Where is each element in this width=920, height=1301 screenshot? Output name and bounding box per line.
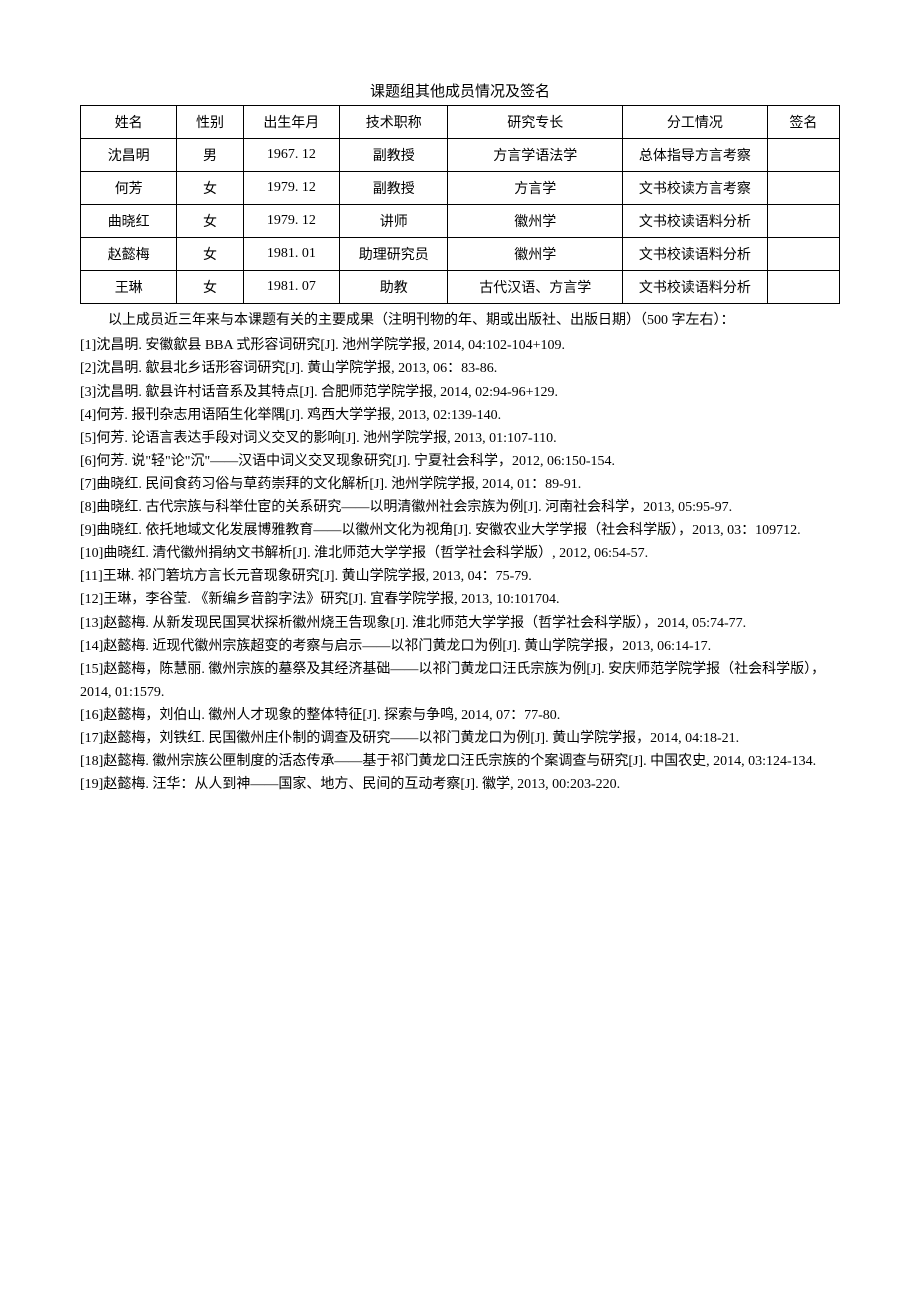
intro-text: 以上成员近三年来与本课题有关的主要成果（注明刊物的年、期或出版社、出版日期）（5… [80,310,840,332]
reference-item: [14]赵懿梅. 近现代徽州宗族超变的考察与启示——以祁门黄龙口为例[J]. 黄… [80,635,840,658]
table-cell: 副教授 [340,172,448,205]
table-row: 王琳女1981. 07助教古代汉语、方言学文书校读语料分析 [81,271,840,304]
reference-item: [18]赵懿梅. 徽州宗族公匣制度的活态传承——基于祁门黄龙口汪氏宗族的个案调查… [80,750,840,773]
table-cell: 助理研究员 [340,238,448,271]
reference-item: [4]何芳. 报刊杂志用语陌生化举隅[J]. 鸡西大学学报, 2013, 02:… [80,404,840,427]
table-cell: 女 [177,271,243,304]
table-cell: 总体指导方言考察 [623,139,768,172]
reference-item: [13]赵懿梅. 从新发现民国冥状探析徽州烧王告现象[J]. 淮北师范大学学报（… [80,612,840,635]
reference-item: [11]王琳. 祁门箬坑方言长元音现象研究[J]. 黄山学院学报, 2013, … [80,565,840,588]
table-cell [767,205,839,238]
header-name: 姓名 [81,106,177,139]
header-signature: 签名 [767,106,839,139]
table-cell: 1981. 01 [243,238,339,271]
table-cell: 徽州学 [448,205,623,238]
table-cell: 曲晓红 [81,205,177,238]
reference-item: [15]赵懿梅，陈慧丽. 徽州宗族的墓祭及其经济基础——以祁门黄龙口汪氏宗族为例… [80,658,840,704]
reference-item: [19]赵懿梅. 汪华：从人到神——国家、地方、民间的互动考察[J]. 徽学, … [80,773,840,796]
table-cell [767,172,839,205]
table-cell: 赵懿梅 [81,238,177,271]
reference-item: [10]曲晓红. 清代徽州捐纳文书解析[J]. 淮北师范大学学报（哲学社会科学版… [80,542,840,565]
table-header-row: 姓名 性别 出生年月 技术职称 研究专长 分工情况 签名 [81,106,840,139]
table-row: 沈昌明男1967. 12副教授方言学语法学总体指导方言考察 [81,139,840,172]
table-cell: 1979. 12 [243,205,339,238]
table-cell: 沈昌明 [81,139,177,172]
references-list: [1]沈昌明. 安徽歙县 BBA 式形容词研究[J]. 池州学院学报, 2014… [80,334,840,796]
table-cell [767,238,839,271]
table-cell: 讲师 [340,205,448,238]
reference-item: [17]赵懿梅，刘铁红. 民国徽州庄仆制的调查及研究——以祁门黄龙口为例[J].… [80,727,840,750]
page-title: 课题组其他成员情况及签名 [80,80,840,101]
reference-item: [7]曲晓红. 民间食药习俗与草药崇拜的文化解析[J]. 池州学院学报, 201… [80,473,840,496]
table-cell [767,271,839,304]
reference-item: [2]沈昌明. 歙县北乡话形容词研究[J]. 黄山学院学报, 2013, 06：… [80,357,840,380]
table-cell: 男 [177,139,243,172]
table-cell: 女 [177,205,243,238]
table-cell: 助教 [340,271,448,304]
table-cell: 女 [177,172,243,205]
table-cell: 1981. 07 [243,271,339,304]
table-row: 曲晓红女1979. 12讲师徽州学文书校读语料分析 [81,205,840,238]
reference-item: [9]曲晓红. 依托地域文化发展博雅教育——以徽州文化为视角[J]. 安徽农业大… [80,519,840,542]
header-title: 技术职称 [340,106,448,139]
reference-item: [12]王琳，李谷莹. 《新编乡音韵字法》研究[J]. 宜春学院学报, 2013… [80,588,840,611]
table-cell: 何芳 [81,172,177,205]
table-cell: 女 [177,238,243,271]
table-cell: 王琳 [81,271,177,304]
table-cell: 1967. 12 [243,139,339,172]
table-cell: 1979. 12 [243,172,339,205]
header-specialty: 研究专长 [448,106,623,139]
members-table: 姓名 性别 出生年月 技术职称 研究专长 分工情况 签名 沈昌明男1967. 1… [80,105,840,304]
table-cell: 徽州学 [448,238,623,271]
reference-item: [6]何芳. 说"轻"论"沉"——汉语中词义交叉现象研究[J]. 宁夏社会科学，… [80,450,840,473]
table-row: 赵懿梅女1981. 01助理研究员徽州学文书校读语料分析 [81,238,840,271]
table-cell: 文书校读方言考察 [623,172,768,205]
table-cell: 方言学 [448,172,623,205]
table-cell [767,139,839,172]
table-cell: 文书校读语料分析 [623,205,768,238]
reference-item: [16]赵懿梅，刘伯山. 徽州人才现象的整体特征[J]. 探索与争鸣, 2014… [80,704,840,727]
table-cell: 副教授 [340,139,448,172]
reference-item: [3]沈昌明. 歙县许村话音系及其特点[J]. 合肥师范学院学报, 2014, … [80,381,840,404]
header-birth: 出生年月 [243,106,339,139]
table-cell: 古代汉语、方言学 [448,271,623,304]
table-cell: 文书校读语料分析 [623,271,768,304]
reference-item: [1]沈昌明. 安徽歙县 BBA 式形容词研究[J]. 池州学院学报, 2014… [80,334,840,357]
reference-item: [5]何芳. 论语言表达手段对词义交叉的影响[J]. 池州学院学报, 2013,… [80,427,840,450]
table-cell: 方言学语法学 [448,139,623,172]
table-row: 何芳女1979. 12副教授方言学文书校读方言考察 [81,172,840,205]
header-role: 分工情况 [623,106,768,139]
header-gender: 性别 [177,106,243,139]
table-cell: 文书校读语料分析 [623,238,768,271]
reference-item: [8]曲晓红. 古代宗族与科举仕宦的关系研究——以明清徽州社会宗族为例[J]. … [80,496,840,519]
